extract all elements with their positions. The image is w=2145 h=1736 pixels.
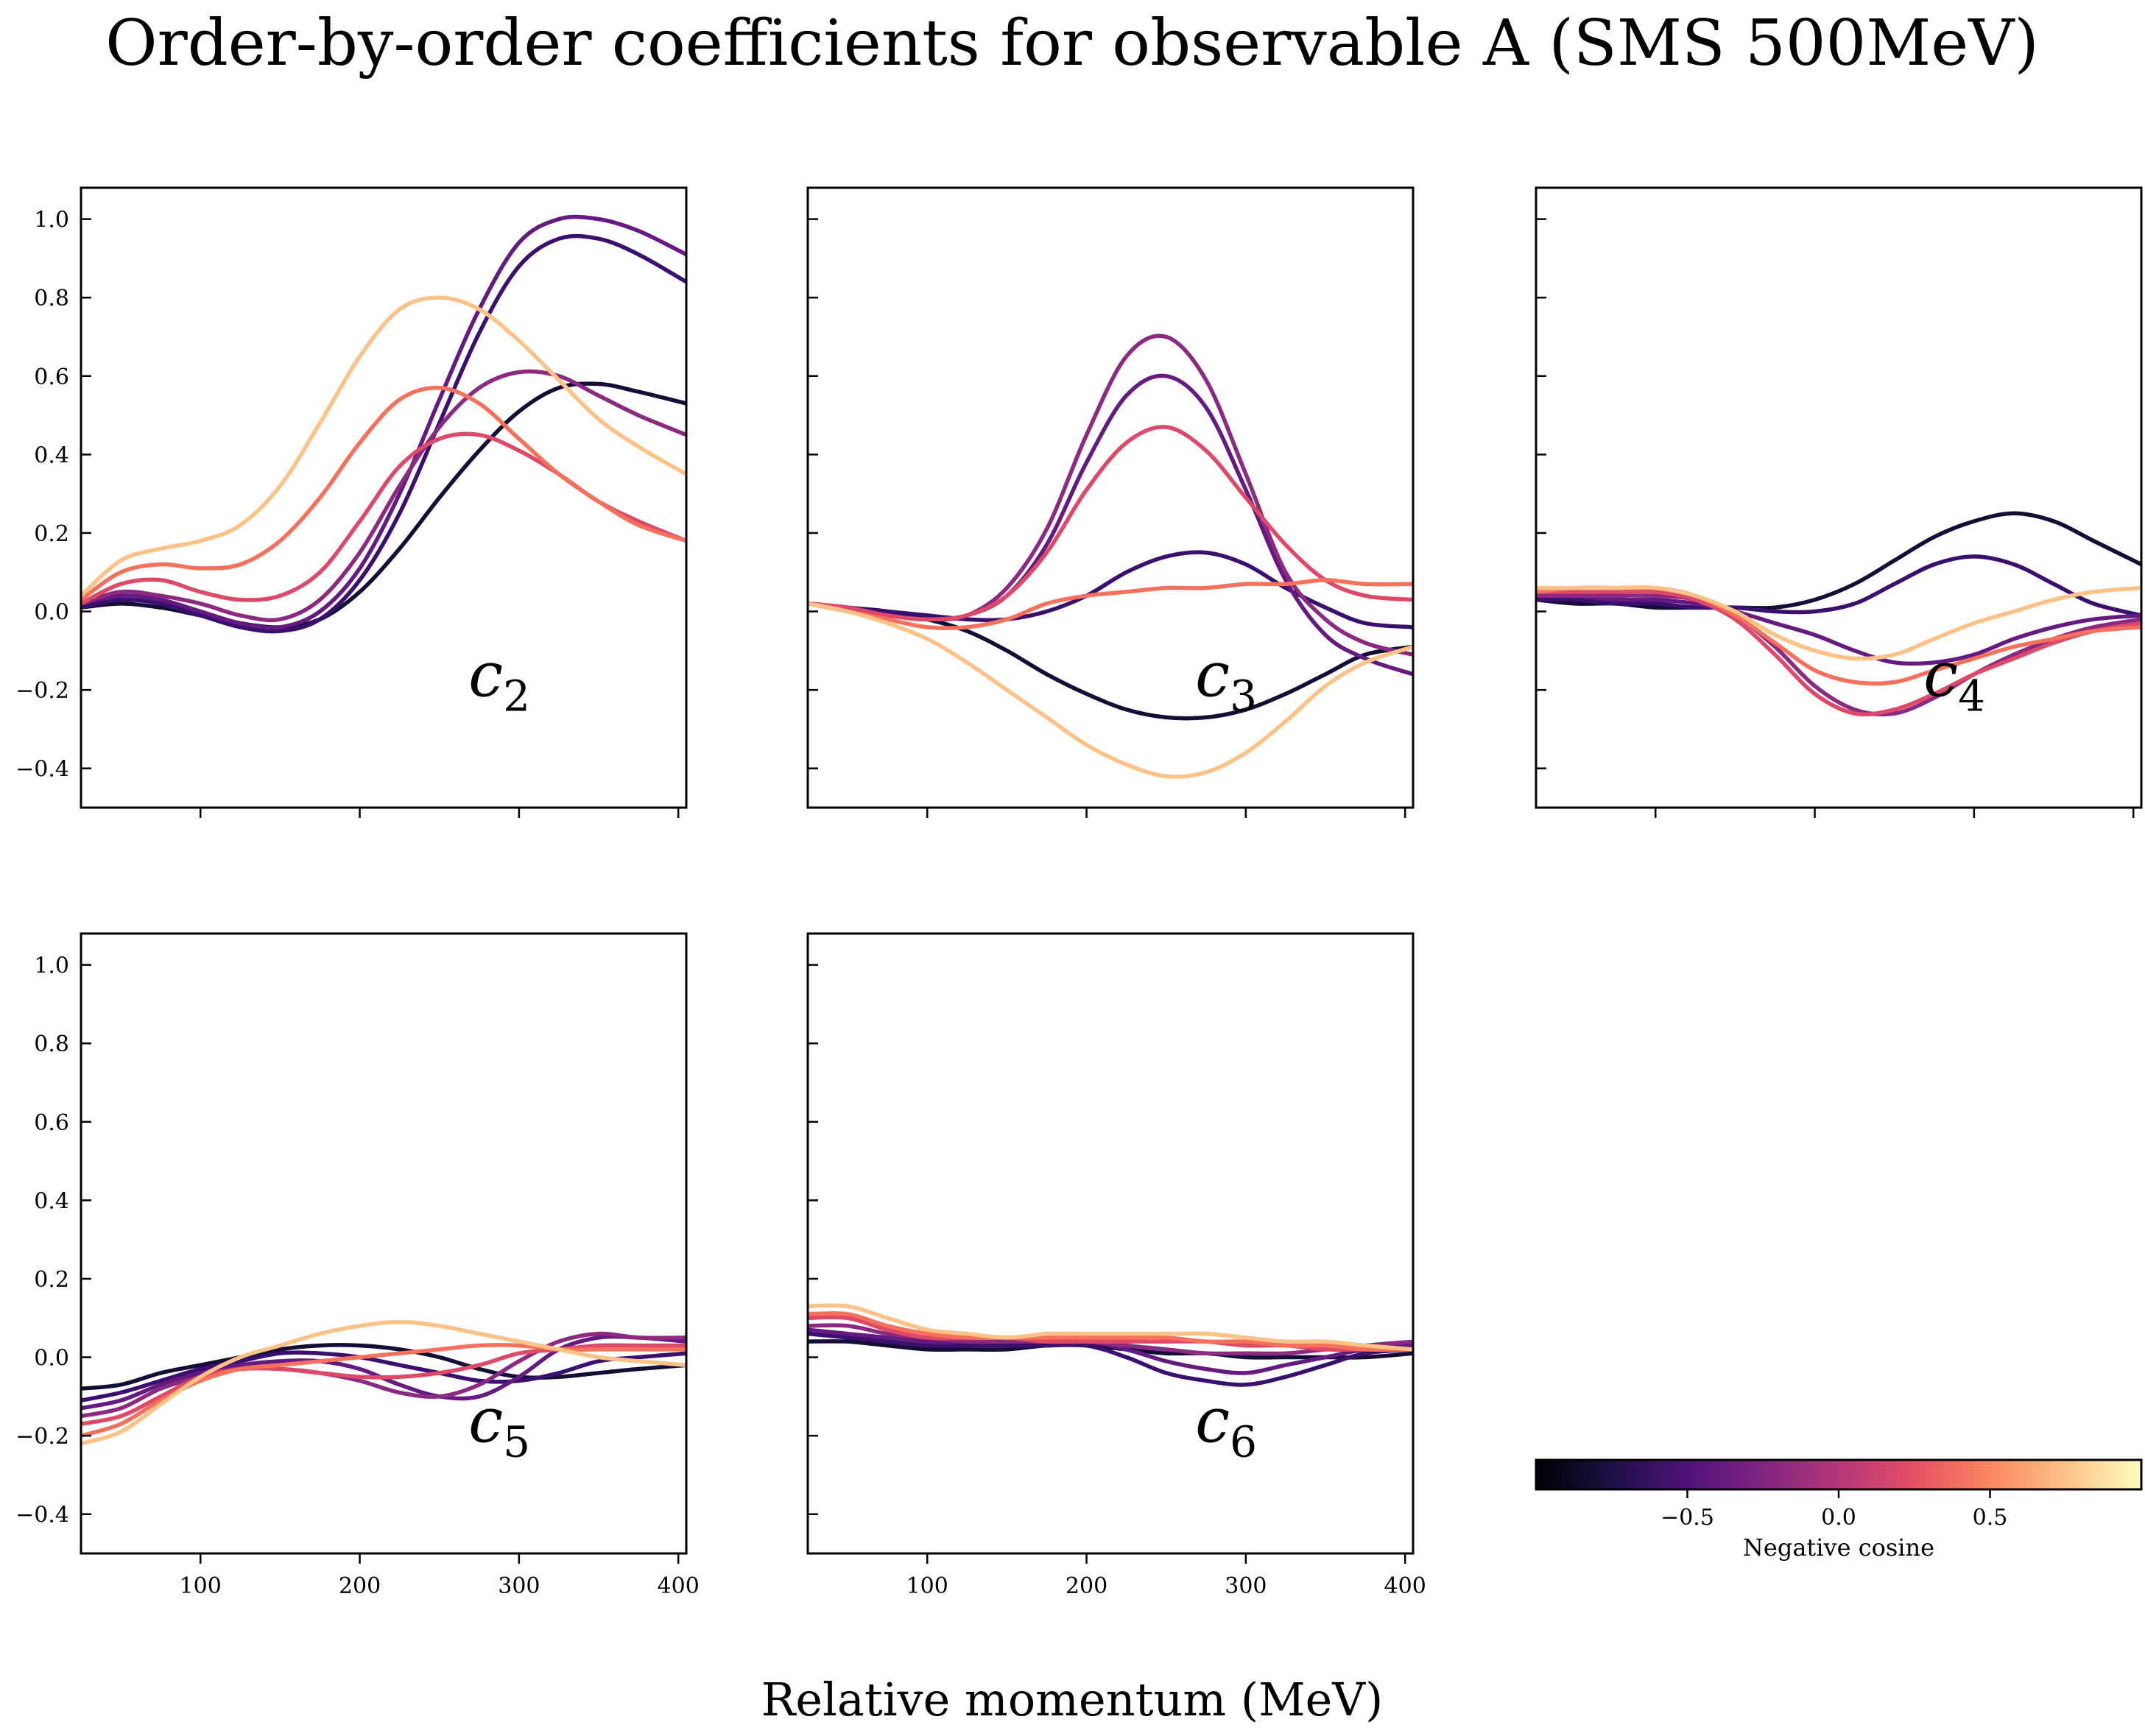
panels: −0.4 −0.2 0.0 0.2 0.4 0.6 0.8 1.0 c2 c3 c4 −0.4 −0.2… [15,186,2143,1599]
axes-frame [80,932,688,1555]
panel-c2: −0.4 −0.2 0.0 0.2 0.4 0.6 0.8 1.0 c2 [15,186,688,818]
series-line-c3-2 [808,373,1413,677]
x-tick-label: 400 [658,1573,700,1599]
series-line-c2-0 [81,381,686,629]
series-line-c2-4 [81,431,686,606]
series-line-c2-1 [81,233,686,634]
series-line-c6-5 [808,1311,1413,1352]
series-line-c5-6 [81,1319,686,1446]
panel-label-c6: c6 [1195,1384,1257,1467]
panel-c5: −0.4 −0.2 0.0 0.2 0.4 0.6 0.8 1.0 100 200 300 400 c5 [15,932,700,1599]
x-tick-label: 300 [1225,1573,1267,1599]
colorbar: −0.5 0.0 0.5 Negative cosine [1535,1458,2143,1562]
panel-label-c5: c5 [468,1384,530,1467]
series-line-c4-2 [1536,593,2141,666]
series-group [808,334,1413,779]
y-tick-label: 0.2 [34,521,69,547]
series-line-c6-0 [808,1339,1413,1360]
y-tick-label: 0.0 [34,600,69,626]
series-line-c5-3 [81,1331,686,1419]
series-group [81,1319,686,1446]
axes-frame [80,186,688,809]
colorbar-label: Negative cosine [1743,1534,1934,1562]
y-tick-label: 0.4 [34,442,69,468]
series-line-c4-1 [1536,554,2141,618]
x-tick-label: 200 [1066,1573,1107,1599]
y-tick-label: −0.4 [15,1503,69,1528]
y-tick-label: 0.6 [34,364,69,390]
series-line-c6-6 [808,1303,1413,1352]
y-tick-label: 1.0 [34,953,69,979]
colorbar-tick-label: 0.5 [1973,1505,2008,1531]
figure-title: Order-by-order coefficients for observab… [105,7,2039,80]
series-line-c6-4 [808,1315,1413,1352]
y-tick-label: 0.4 [34,1188,69,1214]
x-tick-label: 200 [339,1573,381,1599]
series-line-c3-5 [808,578,1413,630]
y-tick-label: −0.2 [15,678,69,704]
x-axis-label: Relative momentum (MeV) [761,1673,1384,1726]
series-line-c2-2 [81,214,686,630]
series-line-c5-0 [81,1343,686,1391]
colorbar-tick-label: −0.5 [1660,1505,1714,1531]
panel-label-c3: c3 [1195,638,1257,721]
x-tick-label: 100 [906,1573,948,1599]
axes-frame [1535,186,2143,809]
y-tick-label: 0.8 [34,286,69,311]
y-tick-label: 0.6 [34,1110,69,1136]
y-tick-label: 0.8 [34,1031,69,1057]
panel-c6: 100 200 300 400 c6 [806,932,1426,1599]
y-tick-label: 0.0 [34,1346,69,1372]
series-line-c6-1 [808,1331,1413,1387]
axes-frame [806,186,1415,809]
series-line-c5-4 [81,1343,686,1426]
series-line-c2-6 [81,295,686,598]
series-line-c4-3 [1536,593,2141,717]
x-tick-label: 100 [180,1573,222,1599]
series-line-c2-5 [81,385,686,602]
y-tick-label: −0.4 [15,757,69,783]
series-line-c4-0 [1536,511,2141,610]
y-tick-label: 1.0 [34,208,69,233]
colorbar-ticks: −0.5 0.0 0.5 [1660,1489,2007,1531]
series-line-c2-3 [81,369,686,623]
panel-c4: c4 [1535,186,2143,818]
series-line-c4-6 [1536,585,2141,661]
series-line-c5-1 [81,1350,686,1402]
x-tick-label: 300 [498,1573,540,1599]
panel-label-c2: c2 [468,638,530,721]
series-group [1536,511,2141,717]
series-line-c3-6 [808,601,1413,779]
y-tick-label: 0.2 [34,1267,69,1293]
panel-label-c4: c4 [1923,638,1985,721]
series-group [808,1303,1413,1387]
series-line-c4-4 [1536,589,2141,717]
series-line-c3-1 [808,550,1413,629]
colorbar-gradient [1535,1458,2143,1491]
axes-frame [806,932,1415,1555]
x-tick-label: 400 [1384,1573,1426,1599]
colorbar-tick-label: 0.0 [1821,1505,1856,1531]
panel-c3: c3 [806,186,1415,818]
series-group [81,214,686,634]
y-tick-label: −0.2 [15,1424,69,1450]
series-line-c3-4 [808,425,1413,621]
